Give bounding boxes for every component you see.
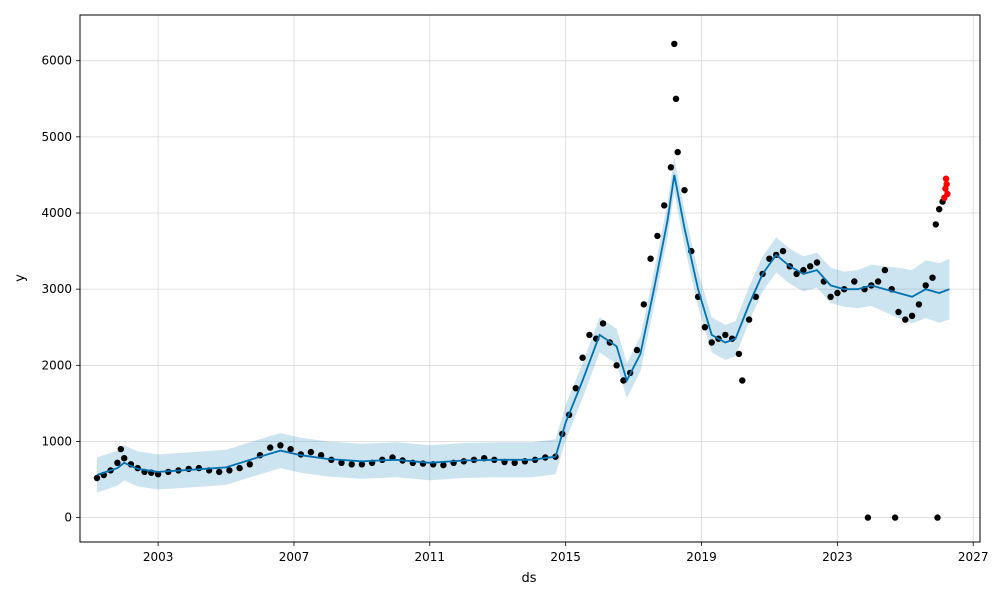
x-tick-label: 2023	[822, 550, 853, 564]
observed-point	[121, 455, 128, 462]
observed-point	[654, 232, 661, 240]
observed-point	[586, 331, 593, 339]
x-tick-label: 2027	[958, 550, 989, 564]
observed-point	[440, 461, 447, 469]
plot-frame	[79, 14, 981, 543]
observed-point	[807, 263, 814, 270]
y-tick-label: 6000	[41, 54, 72, 68]
y-axis-label: y	[13, 274, 28, 282]
observed-point	[93, 474, 101, 482]
observed-point	[851, 278, 858, 285]
observed-point	[735, 350, 743, 358]
x-tick-label: 2011	[415, 550, 446, 564]
observed-point	[307, 448, 315, 456]
observed-point	[681, 187, 688, 194]
observed-point	[640, 301, 647, 308]
forecast-line	[96, 174, 950, 476]
observed-point	[195, 464, 203, 472]
observed-point	[827, 293, 834, 300]
y-tick-label: 5000	[41, 130, 72, 144]
observed-point	[834, 289, 841, 297]
observed-point	[902, 316, 909, 323]
observed-point	[114, 459, 121, 466]
x-tick-label: 2019	[686, 550, 717, 564]
observed-point	[671, 40, 678, 48]
observed-point	[874, 278, 882, 285]
observed-point	[317, 452, 325, 459]
y-tick-label: 0	[64, 511, 72, 525]
observed-point	[922, 282, 929, 289]
grid-layer	[80, 15, 980, 542]
y-tick-label: 4000	[41, 206, 72, 220]
observed-point	[752, 293, 759, 300]
observed-point	[667, 164, 675, 171]
observed-point	[813, 259, 821, 266]
observed-point	[620, 377, 627, 384]
observed-point	[358, 461, 366, 468]
observed-point	[932, 221, 939, 228]
axis-label-layer: ds y	[13, 274, 537, 586]
x-axis-label: ds	[521, 571, 536, 586]
x-tick-label: 2015	[550, 550, 581, 564]
observed-point	[800, 266, 807, 274]
observed-point	[338, 459, 345, 466]
observed-point	[934, 514, 941, 521]
forecast-line-layer	[96, 174, 950, 476]
observed-point	[633, 346, 641, 354]
observed-point	[226, 467, 233, 474]
observed-point	[745, 316, 753, 323]
uncertainty-band-layer	[97, 157, 950, 493]
observed-point	[572, 385, 579, 392]
uncertainty-band	[97, 157, 950, 493]
axes-layer: 2003 2007 2011 2015 2019 2023 2027 0 1000 2000 300…	[41, 14, 989, 564]
x-tick-label: 2003	[143, 550, 174, 564]
observed-point	[766, 255, 773, 262]
observed-point	[277, 442, 284, 449]
observed-point	[579, 354, 586, 361]
y-tick-label: 2000	[41, 358, 72, 372]
observed-point	[793, 270, 800, 278]
observed-point	[739, 377, 746, 384]
observed-point	[613, 362, 620, 369]
observed-point	[929, 274, 936, 281]
observed-point	[701, 324, 709, 331]
observed-point	[915, 301, 923, 308]
observed-point	[117, 445, 125, 453]
observed-point	[674, 148, 681, 156]
highlighted-point	[944, 190, 951, 198]
observed-point	[908, 312, 916, 319]
observed-point	[779, 247, 787, 255]
observed-point	[246, 461, 253, 468]
observed-point	[672, 95, 680, 103]
observed-point	[511, 459, 518, 466]
observed-point	[287, 445, 294, 453]
observed-point	[267, 444, 274, 451]
observed-point	[895, 308, 902, 316]
observed-point	[864, 514, 872, 521]
observed-point	[647, 255, 654, 262]
observed-point	[891, 514, 899, 521]
y-tick-label: 1000	[41, 434, 72, 448]
observed-point	[661, 202, 668, 209]
x-tick-label: 2007	[279, 550, 310, 564]
observed-point	[599, 320, 607, 327]
observed-point	[348, 461, 355, 468]
highlighted-point	[942, 175, 950, 182]
observed-point	[216, 468, 223, 476]
observed-point	[881, 266, 889, 274]
observed-point	[936, 206, 943, 213]
highlighted-point	[943, 180, 950, 188]
observed-point	[708, 339, 715, 346]
observed-point	[236, 464, 243, 472]
y-tick-label: 3000	[41, 282, 72, 296]
observed-point	[722, 331, 729, 339]
